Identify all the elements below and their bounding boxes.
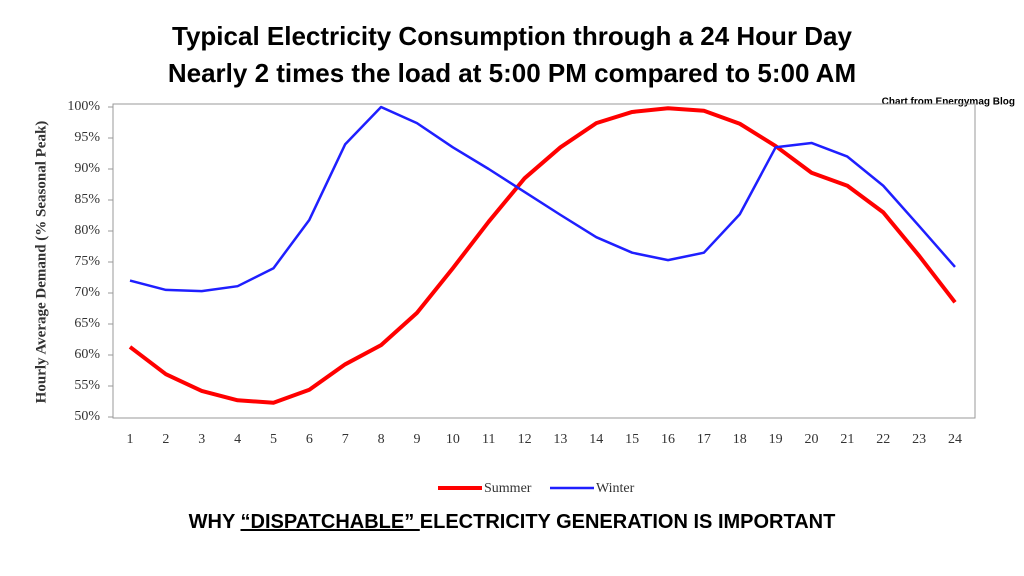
series-line <box>128 106 957 405</box>
y-tick-label: 50% <box>74 409 100 424</box>
y-tick-label: 85% <box>74 192 100 207</box>
x-tick-label: 9 <box>413 432 420 447</box>
x-tick-label: 1 <box>127 432 134 447</box>
x-tick-label: 6 <box>306 432 313 447</box>
x-tick-label: 20 <box>805 432 819 447</box>
x-tick-label: 8 <box>378 432 385 447</box>
x-tick-label: 24 <box>948 432 962 447</box>
x-tick-label: 4 <box>234 432 241 447</box>
x-tick-label: 18 <box>733 432 747 447</box>
series-line <box>129 105 956 293</box>
x-tick-label: 2 <box>162 432 169 447</box>
x-tick-label: 11 <box>482 432 495 447</box>
footer-text: WHY <box>189 511 241 533</box>
legend-label: Winter <box>596 481 635 496</box>
x-tick-label: 23 <box>912 432 926 447</box>
y-tick-label: 95% <box>74 130 100 145</box>
footer: WHY “DISPATCHABLE” ELECTRICITY GENERATIO… <box>189 511 836 533</box>
chart-title: Typical Electricity Consumption through … <box>172 21 853 51</box>
y-tick-label: 80% <box>74 223 100 238</box>
source-note: Chart from Energymag Blog <box>882 97 1015 108</box>
y-tick-label: 100% <box>67 99 100 114</box>
footer-emphasis: “DISPATCHABLE” <box>241 511 420 533</box>
chart-subtitle: Nearly 2 times the load at 5:00 PM compa… <box>168 58 856 88</box>
x-tick-label: 12 <box>518 432 532 447</box>
x-tick-label: 14 <box>589 432 603 447</box>
y-tick-label: 70% <box>74 285 100 300</box>
y-tick-label: 90% <box>74 161 100 176</box>
x-tick-label: 15 <box>625 432 639 447</box>
x-tick-label: 3 <box>198 432 205 447</box>
footer-text: ELECTRICITY GENERATION IS IMPORTANT <box>420 511 836 533</box>
plot-frame <box>112 103 976 419</box>
y-tick-label: 75% <box>74 254 100 269</box>
y-tick-label: 55% <box>74 378 100 393</box>
x-tick-label: 13 <box>553 432 567 447</box>
x-tick-label: 21 <box>840 432 854 447</box>
x-tick-label: 19 <box>769 432 783 447</box>
x-tick-label: 17 <box>697 432 711 447</box>
x-tick-label: 22 <box>876 432 890 447</box>
y-axis-label: Hourly Average Demand (% Seasonal Peak) <box>33 121 49 404</box>
x-tick-label: 5 <box>270 432 277 447</box>
x-tick-label: 16 <box>661 432 675 447</box>
x-tick-label: 7 <box>342 432 349 447</box>
x-tick-label: 10 <box>446 432 460 447</box>
y-tick-label: 60% <box>74 347 100 362</box>
legend-label: Summer <box>484 481 532 496</box>
y-tick-label: 65% <box>74 316 100 331</box>
